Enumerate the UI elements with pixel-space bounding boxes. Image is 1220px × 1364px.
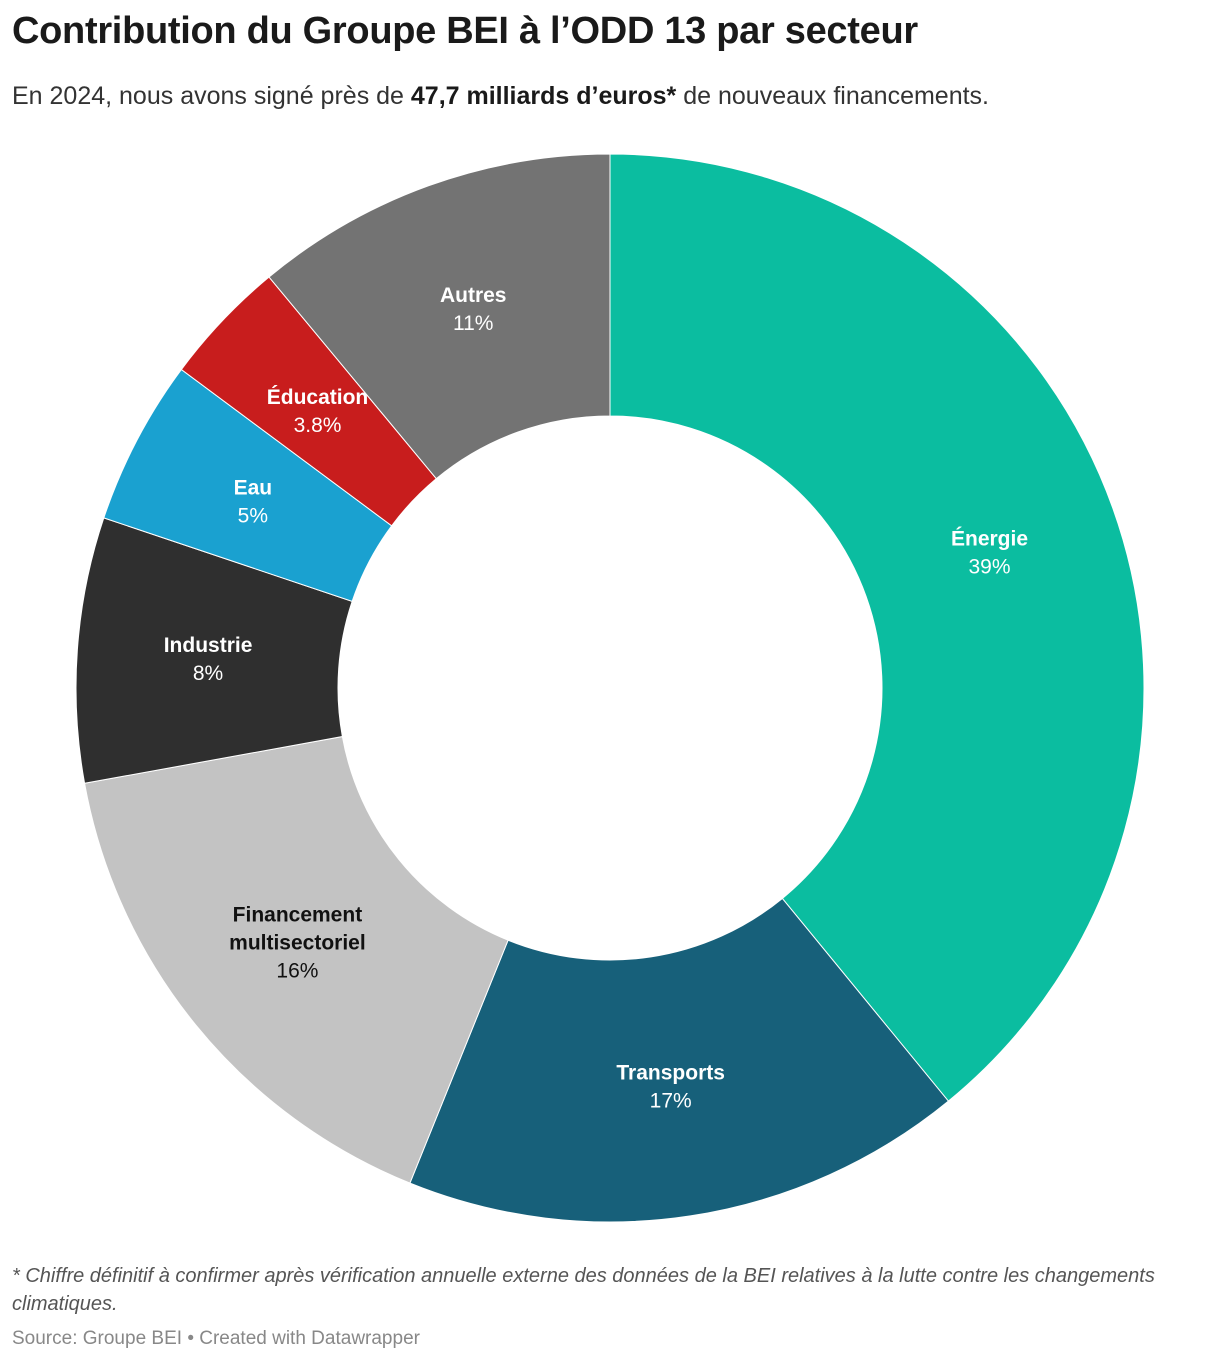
label-value-education: 3.8% <box>294 414 342 437</box>
label-name-autres: Autres <box>440 284 507 307</box>
chart-subtitle: En 2024, nous avons signé près de 47,7 m… <box>12 82 989 111</box>
slice-transports <box>409 897 950 1223</box>
label-name-energie: Énergie <box>951 527 1028 550</box>
label-transports: Transports 17% <box>616 1061 725 1112</box>
label-value-transports: 17% <box>650 1089 692 1112</box>
slice-financement-multisectoriel <box>83 735 509 1184</box>
subtitle-text: En 2024, nous avons signé près de <box>12 82 411 110</box>
label-name-education: Éducation <box>267 386 369 409</box>
label-name-eau: Eau <box>234 476 273 499</box>
source-credit: Source: Groupe BEI • Created with Datawr… <box>12 1328 420 1349</box>
donut-slices <box>75 153 1145 1223</box>
chart-title: Contribution du Groupe BEI à l’ODD 13 pa… <box>12 10 918 52</box>
label-value-eau: 5% <box>238 504 268 527</box>
subtitle-text-end: de nouveaux financements. <box>676 82 990 110</box>
label-name-financement-multisectoriel: multisectoriel <box>229 931 366 954</box>
label-education: Éducation 3.8% <box>267 386 369 437</box>
donut-labels: Énergie 39% Transports 17% Financement multis… <box>164 284 1028 1112</box>
footnote: * Chiffre définitif à confirmer après vé… <box>12 1265 1155 1315</box>
subtitle-amount: 47,7 milliards d’euros* <box>410 82 677 110</box>
label-name-industrie: Industrie <box>164 634 253 657</box>
label-value-energie: 39% <box>968 555 1010 578</box>
label-value-autres: 11% <box>453 312 493 335</box>
slice-energie <box>609 153 1145 1102</box>
label-name-financement-multisectoriel: Financement <box>233 903 363 926</box>
label-value-financement-multisectoriel: 16% <box>276 959 318 982</box>
label-industrie: Industrie 8% <box>164 634 253 685</box>
donut-chart: Énergie 39% Transports 17% Financement multis… <box>75 153 1145 1223</box>
label-value-industrie: 8% <box>193 662 223 685</box>
label-name-transports: Transports <box>616 1061 725 1084</box>
label-energie: Énergie 39% <box>951 527 1028 578</box>
label-autres: Autres 11% <box>440 284 507 335</box>
slice-autres <box>268 153 611 480</box>
label-eau: Eau 5% <box>234 476 273 527</box>
label-financement-multisectoriel: Financement multisectoriel 16% <box>229 903 366 982</box>
